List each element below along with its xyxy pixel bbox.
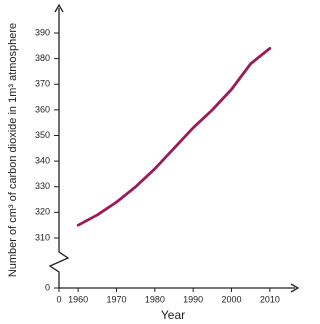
x-tick-label: 1990 <box>183 294 203 304</box>
y-tick-label: 370 <box>35 79 50 89</box>
x-tick-label: 1970 <box>106 294 126 304</box>
y-tick-label: 340 <box>35 155 50 165</box>
y-tick-label: 360 <box>35 104 50 114</box>
y-axis-title: Number of cm³ of carbon dioxide in 1m³ a… <box>7 23 19 277</box>
x-axis-title: Year <box>161 308 185 322</box>
y-tick-label: 330 <box>35 181 50 191</box>
x-tick-label: 0 <box>56 294 61 304</box>
chart: Year Number of cm³ of carbon dioxide in … <box>7 3 300 322</box>
x-tick-label: 1960 <box>68 294 88 304</box>
y-tick-label: 320 <box>35 207 50 217</box>
y-axis <box>48 8 70 288</box>
x-tick-label: 2000 <box>221 294 241 304</box>
x-tick-label: 1980 <box>145 294 165 304</box>
y-tick-label: 310 <box>35 232 50 242</box>
x-tick-label: 2010 <box>260 294 280 304</box>
y-tick-label: 0 <box>45 282 50 292</box>
y-tick-label: 380 <box>35 53 50 63</box>
y-axis-arrow <box>54 3 64 13</box>
x-axis-arrow <box>290 283 300 293</box>
y-tick-label: 390 <box>35 27 50 37</box>
y-tick-label: 350 <box>35 130 50 140</box>
data-line <box>76 46 272 227</box>
